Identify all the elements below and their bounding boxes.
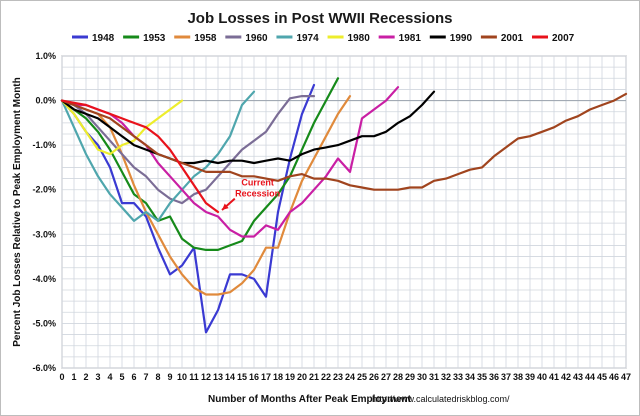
annotation-text: Current <box>241 177 274 187</box>
x-tick-label: 20 <box>297 372 307 382</box>
x-tick-label: 29 <box>405 372 415 382</box>
y-tick-label: -2.0% <box>32 185 56 195</box>
x-tick-label: 36 <box>489 372 499 382</box>
x-tick-label: 0 <box>59 372 64 382</box>
x-tick-label: 41 <box>549 372 559 382</box>
x-tick-label: 44 <box>585 372 595 382</box>
y-tick-label: -6.0% <box>32 363 56 373</box>
x-tick-label: 16 <box>249 372 259 382</box>
x-tick-label: 27 <box>381 372 391 382</box>
x-tick-label: 37 <box>501 372 511 382</box>
series-line-2007 <box>60 99 220 214</box>
x-tick-label: 22 <box>321 372 331 382</box>
x-tick-label: 15 <box>237 372 247 382</box>
legend-label-1980: 1980 <box>348 33 371 44</box>
x-tick-label: 25 <box>357 372 367 382</box>
legend-label-1974: 1974 <box>296 33 319 44</box>
chart-title: Job Losses in Post WWII Recessions <box>187 10 452 27</box>
x-tick-label: 38 <box>513 372 523 382</box>
series-line-1980 <box>60 99 184 156</box>
legend-label-1948: 1948 <box>92 33 115 44</box>
x-tick-label: 11 <box>189 372 199 382</box>
legend-label-1960: 1960 <box>245 33 268 44</box>
x-tick-label: 12 <box>201 372 211 382</box>
legend-label-2001: 2001 <box>501 33 524 44</box>
series-line-1990 <box>60 90 436 165</box>
x-tick-label: 32 <box>441 372 451 382</box>
series-line-1960 <box>60 94 316 205</box>
legend-label-1981: 1981 <box>399 33 422 44</box>
x-tick-label: 28 <box>393 372 403 382</box>
series-lines <box>60 77 628 334</box>
x-tick-label: 30 <box>417 372 427 382</box>
x-tick-label: 5 <box>119 372 124 382</box>
x-tick-label: 9 <box>167 372 172 382</box>
x-tick-label: 33 <box>453 372 463 382</box>
x-tick-label: 13 <box>213 372 223 382</box>
x-tick-label: 47 <box>621 372 631 382</box>
legend-label-1990: 1990 <box>450 33 473 44</box>
x-tick-label: 24 <box>345 372 355 382</box>
x-tick-label: 43 <box>573 372 583 382</box>
x-axis-ticks: 0 1 2 3 4 5 6 7 8 9 10 11 12 13 14 15 16 17 18 19 20 21 22 23 24… <box>59 372 631 382</box>
y-axis-label: Percent Job Losses Relative to Peak Empl… <box>12 77 23 347</box>
x-tick-label: 17 <box>261 372 271 382</box>
x-tick-label: 4 <box>107 372 112 382</box>
legend-label-2007: 2007 <box>552 33 575 44</box>
y-tick-label: -5.0% <box>32 318 56 328</box>
x-tick-label: 1 <box>71 372 76 382</box>
x-tick-label: 7 <box>143 372 148 382</box>
annotation-text: Recession <box>235 188 280 198</box>
x-tick-label: 21 <box>309 372 319 382</box>
series-line-1953 <box>60 77 340 251</box>
y-tick-label: 0.0% <box>35 96 56 106</box>
y-axis-ticks: 1.0% 0.0% -1.0% -2.0% -3.0% -4.0% -5.0% -6.0% <box>32 51 56 373</box>
x-tick-label: 14 <box>225 372 235 382</box>
x-tick-label: 39 <box>525 372 535 382</box>
series-line-1974 <box>60 90 256 222</box>
annotation-arrowhead <box>222 203 229 210</box>
x-tick-label: 8 <box>155 372 160 382</box>
series-line-1948 <box>60 83 316 334</box>
gridlines <box>61 55 627 369</box>
y-tick-label: 1.0% <box>35 51 56 61</box>
x-tick-label: 3 <box>95 372 100 382</box>
x-tick-label: 42 <box>561 372 571 382</box>
legend: 1948 1953 1958 1960 1974 1980 1981 1990 2001 2007 <box>72 33 575 44</box>
y-tick-label: -3.0% <box>32 229 56 239</box>
x-tick-label: 19 <box>285 372 295 382</box>
y-tick-label: -1.0% <box>32 140 56 150</box>
x-tick-label: 31 <box>429 372 439 382</box>
legend-label-1958: 1958 <box>194 33 217 44</box>
x-tick-label: 45 <box>597 372 607 382</box>
x-axis-label: Number of Months After Peak Employment <box>208 394 412 405</box>
x-tick-label: 10 <box>177 372 187 382</box>
x-tick-label: 40 <box>537 372 547 382</box>
x-tick-label: 34 <box>465 372 475 382</box>
series-line-1981 <box>60 86 400 238</box>
x-tick-label: 26 <box>369 372 379 382</box>
source-url: http://www.calculatedriskblog.com/ <box>372 394 510 404</box>
legend-label-1953: 1953 <box>143 33 166 44</box>
series-line-2001 <box>60 92 628 191</box>
x-tick-label: 46 <box>609 372 619 382</box>
x-tick-label: 23 <box>333 372 343 382</box>
x-tick-label: 18 <box>273 372 283 382</box>
x-tick-label: 2 <box>83 372 88 382</box>
y-tick-label: -4.0% <box>32 274 56 284</box>
x-tick-label: 35 <box>477 372 487 382</box>
x-tick-label: 6 <box>131 372 136 382</box>
